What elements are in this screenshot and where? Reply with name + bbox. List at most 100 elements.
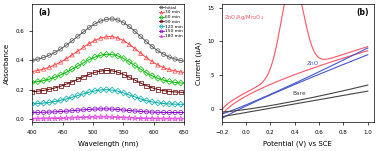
Point (109, 89, 115, 91)
X-axis label: Wavelength (nm): Wavelength (nm) (78, 140, 138, 147)
Point (40, 117, 46, 120)
Point (115, 37, 121, 39)
Point (161, 66, 167, 69)
Point (109, 35, 115, 38)
Point (109, 70, 115, 72)
Point (81, 109, 87, 111)
Point (104, 108, 110, 110)
Point (98, 108, 104, 110)
Point (144, 56, 150, 59)
Point (81, 31, 87, 33)
Point (172, 81, 178, 84)
Point (178, 103, 184, 106)
Point (52, 76, 58, 78)
Point (138, 52, 144, 55)
Point (149, 75, 155, 77)
Point (109, 18, 115, 20)
Point (86, 116, 92, 118)
Point (126, 76, 132, 79)
Point (132, 64, 138, 67)
Point (40, 89, 46, 92)
Point (58, 74, 64, 76)
Point (115, 116, 121, 119)
Point (46, 101, 52, 104)
Point (166, 56, 172, 58)
Point (104, 53, 110, 56)
Point (58, 61, 64, 63)
Point (178, 91, 184, 93)
Point (58, 48, 64, 50)
Point (104, 18, 110, 21)
Point (178, 59, 184, 62)
Point (104, 36, 110, 38)
Point (172, 111, 178, 114)
Point (92, 71, 98, 74)
Point (52, 117, 58, 120)
Point (29, 91, 35, 93)
Point (144, 117, 150, 120)
Point (86, 58, 92, 61)
Point (104, 116, 110, 118)
Point (109, 53, 115, 56)
Point (69, 68, 75, 70)
X-axis label: Potential (V) vs SCE: Potential (V) vs SCE (263, 140, 332, 147)
Point (29, 118, 35, 120)
Point (144, 41, 150, 43)
Point (161, 102, 167, 105)
Point (64, 71, 70, 73)
Point (64, 98, 70, 100)
Point (92, 116, 98, 118)
Point (86, 91, 92, 93)
Point (149, 87, 155, 89)
Point (69, 96, 75, 98)
Point (172, 103, 178, 105)
Point (86, 42, 92, 45)
Point (75, 116, 81, 119)
Point (75, 50, 81, 52)
Point (121, 73, 127, 76)
Point (161, 111, 167, 114)
Point (75, 78, 81, 80)
Point (155, 118, 161, 120)
Point (149, 111, 155, 113)
Point (126, 26, 132, 28)
Point (64, 44, 70, 46)
Point (126, 109, 132, 112)
Point (121, 109, 127, 111)
Point (138, 35, 144, 38)
Point (75, 94, 81, 97)
Point (64, 110, 70, 112)
Point (46, 111, 52, 113)
Point (115, 55, 121, 57)
Point (178, 71, 184, 73)
Point (52, 51, 58, 54)
Point (132, 110, 138, 112)
Point (35, 111, 41, 114)
Point (121, 92, 127, 94)
Text: ZnO/Ag/Mn$_2$O$_3$: ZnO/Ag/Mn$_2$O$_3$ (224, 13, 264, 22)
Point (121, 57, 127, 60)
Point (35, 69, 41, 72)
Point (166, 103, 172, 105)
Point (29, 103, 35, 105)
Point (35, 90, 41, 92)
Point (75, 65, 81, 67)
Point (81, 116, 87, 119)
Point (40, 111, 46, 113)
Point (40, 102, 46, 104)
Point (172, 91, 178, 93)
Point (121, 117, 127, 119)
Point (166, 118, 172, 120)
Point (138, 110, 144, 113)
Point (166, 90, 172, 93)
Point (86, 73, 92, 76)
Point (104, 69, 110, 72)
Text: (b): (b) (357, 8, 369, 17)
Point (81, 46, 87, 48)
Point (161, 53, 167, 56)
Point (155, 64, 161, 66)
Point (92, 39, 98, 42)
Point (98, 70, 104, 72)
Point (29, 81, 35, 84)
Point (81, 76, 87, 78)
